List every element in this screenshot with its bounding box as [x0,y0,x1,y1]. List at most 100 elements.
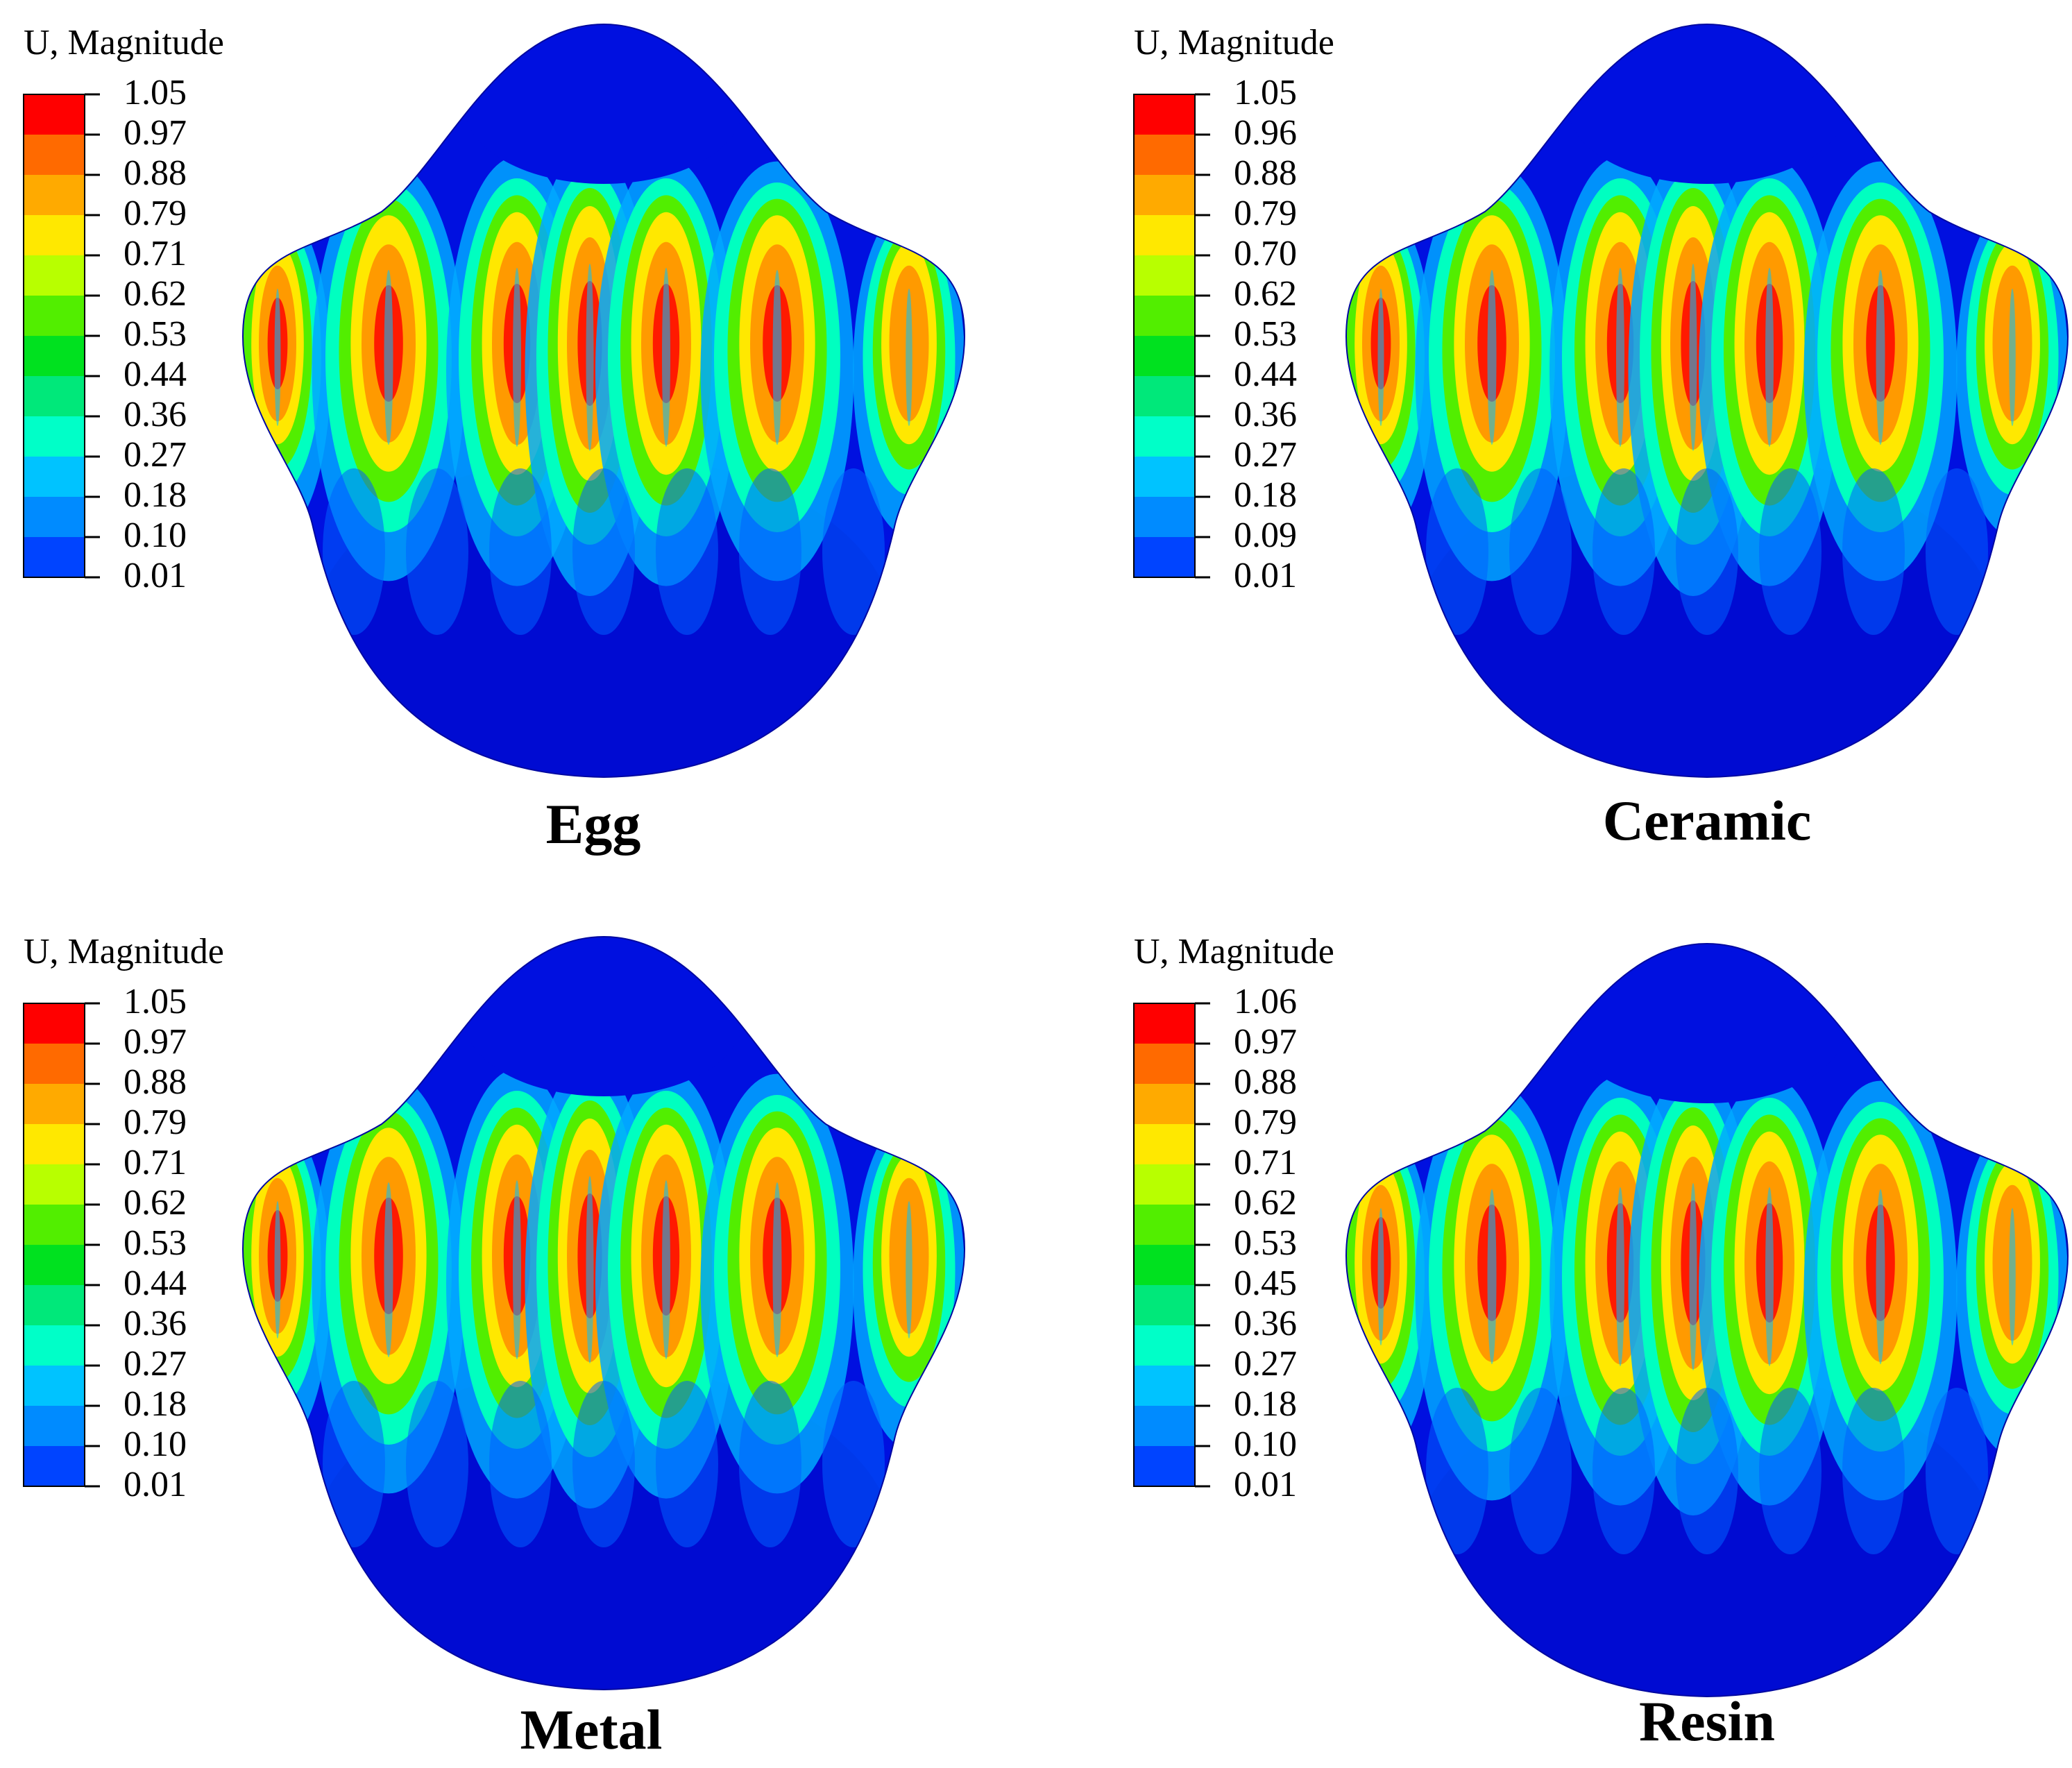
legend-tick: 0.79 [124,1103,187,1142]
legend-color-band [24,416,85,457]
legend-tick: 0.10 [124,1425,187,1464]
legend-tick: 0.71 [1234,1143,1297,1182]
legend-color-band [1134,1446,1195,1486]
panel-metal: U, Magnitude 1.05 0.97 0.88 0.79 0.71 0.… [23,932,966,1761]
legend-color-band [24,336,85,376]
legend-tick: 0.71 [124,1143,187,1182]
legend-tick: 0.79 [1234,194,1297,233]
legend-tick: 0.53 [1234,314,1297,354]
legend-tick: 0.27 [124,435,187,475]
legend-color-band [1134,255,1195,296]
deformed-shell-resin [1345,942,2069,1698]
legend-color-band [24,1124,85,1164]
legend-tick: 0.01 [1234,1465,1297,1504]
legend-tick: 0.97 [1234,1022,1297,1062]
legend-color-band [24,497,85,537]
caption-metal: Metal [520,1698,663,1761]
legend-tick: 0.79 [124,194,187,233]
legend-frame [23,1003,85,1487]
legend-tick: 0.09 [1234,516,1297,555]
legend-tick: 0.01 [124,1465,187,1504]
legend-tick: 0.62 [1234,1183,1297,1223]
legend-tick: 0.88 [1234,153,1297,193]
legend-tick: 0.97 [124,1022,187,1062]
legend-tick: 0.88 [124,153,187,193]
legend-color-band [1134,457,1195,497]
legend-tick: 1.06 [1234,982,1297,1021]
legend-tick: 0.70 [1234,234,1297,273]
legend-color-band [1134,135,1195,175]
legend-tick: 0.10 [124,516,187,555]
legend-tick: 0.27 [124,1344,187,1384]
legend-tick: 0.01 [1234,556,1297,595]
legend-frame [23,94,85,578]
legend-tick: 0.27 [1234,435,1297,475]
legend-ceramic: U, Magnitude 1.05 0.96 0.88 0.79 0.70 0.… [1133,23,1334,595]
legend-color-band [1134,1084,1195,1124]
legend-color-band [1134,376,1195,416]
legend-tick: 0.44 [124,1264,187,1303]
legend-color-band [24,296,85,336]
legend-resin: U, Magnitude 1.06 0.97 0.88 0.79 0.71 0.… [1133,932,1334,1504]
legend-metal: U, Magnitude 1.05 0.97 0.88 0.79 0.71 0.… [23,932,224,1504]
legend-tick: 0.62 [124,1183,187,1223]
legend-color-band [24,376,85,416]
legend-tick: 0.44 [1234,355,1297,394]
legend-color-band [24,1084,85,1124]
legend-color-band [24,1366,85,1406]
deformed-shell-metal [241,935,966,1691]
legend-title: U, Magnitude [24,932,224,971]
legend-color-band [24,1245,85,1285]
legend-color-band [24,255,85,296]
legend-color-band [24,1325,85,1366]
legend-color-band [24,1164,85,1205]
legend-tick: 0.88 [1234,1062,1297,1102]
legend-color-band [1134,296,1195,336]
legend-color-band [1134,1044,1195,1084]
legend-tick: 0.79 [1234,1103,1297,1142]
legend-tick: 0.36 [124,1304,187,1343]
legend-tick: 1.05 [124,982,187,1021]
legend-color-band [24,1446,85,1486]
legend-egg: U, Magnitude 1.05 0.97 0.88 0.79 0.71 0.… [23,23,224,595]
caption-resin: Resin [1639,1690,1775,1753]
legend-color-band [1134,497,1195,537]
legend-color-band [1134,1325,1195,1366]
legend-color-band [1134,1164,1195,1205]
legend-tick: 0.62 [1234,274,1297,314]
legend-color-band [24,94,85,135]
panel-egg: U, Magnitude 1.05 0.97 0.88 0.79 0.71 0.… [23,23,966,856]
legend-color-band [1134,1366,1195,1406]
legend-tick: 0.62 [124,274,187,314]
legend-frame [1133,94,1196,578]
legend-title: U, Magnitude [1134,932,1334,971]
legend-tick: 1.05 [124,73,187,112]
legend-tick: 0.27 [1234,1344,1297,1384]
legend-color-band [1134,175,1195,215]
legend-tick: 0.18 [124,475,187,515]
legend-tick: 0.10 [1234,1425,1297,1464]
legend-color-band [24,175,85,215]
legend-color-band [1134,1205,1195,1245]
legend-tick: 0.36 [124,395,187,434]
legend-tick: 0.44 [124,355,187,394]
legend-tick: 0.71 [124,234,187,273]
legend-tick: 0.18 [124,1384,187,1424]
legend-color-band [24,1205,85,1245]
legend-color-band [24,457,85,497]
legend-tick: 0.96 [1234,113,1297,153]
legend-tick: 0.45 [1234,1264,1297,1303]
legend-color-band [24,1406,85,1446]
legend-color-band [1134,1003,1195,1044]
legend-tick: 0.97 [124,113,187,153]
legend-color-band [1134,1285,1195,1325]
panel-ceramic: U, Magnitude 1.05 0.96 0.88 0.79 0.70 0.… [1133,23,2069,852]
legend-color-band [1134,336,1195,376]
deformed-shell-egg [241,23,966,779]
legend-tick: 0.36 [1234,1304,1297,1343]
legend-tick: 1.05 [1234,73,1297,112]
legend-color-band [1134,1406,1195,1446]
legend-tick: 0.53 [124,1223,187,1263]
legend-color-band [1134,1245,1195,1285]
legend-tick: 0.18 [1234,1384,1297,1424]
